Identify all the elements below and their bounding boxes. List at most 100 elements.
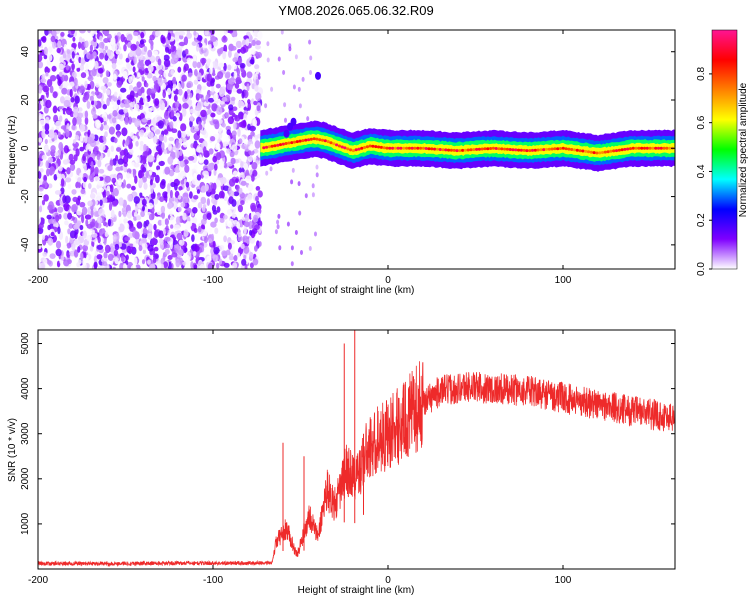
x-tick-label: -100: [203, 575, 223, 586]
noise-blob: [71, 42, 77, 49]
noise-blob: [48, 183, 53, 189]
noise-blob: [88, 146, 94, 152]
x-tick-label: 0: [385, 575, 391, 586]
noise-blob: [49, 166, 55, 175]
noise-blob: [235, 77, 242, 85]
noise-blob: [55, 240, 62, 249]
signal-peak: [391, 146, 395, 150]
noise-blob: [102, 190, 107, 199]
noise-blob: [68, 81, 75, 87]
noise-blob: [47, 224, 51, 231]
signal-peak: [329, 141, 333, 145]
noise-blob: [233, 70, 238, 80]
noise-blob: [124, 236, 131, 242]
noise-blob: [115, 166, 122, 172]
noise-blob: [141, 92, 145, 99]
noise-blob: [149, 169, 153, 176]
noise-blob: [195, 43, 200, 52]
noise-blob: [228, 104, 234, 111]
noise-blob: [81, 215, 85, 224]
noise-blob: [179, 34, 184, 40]
noise-blob: [73, 249, 79, 258]
noise-blob: [172, 76, 177, 85]
signal-peak: [508, 148, 512, 151]
sparse-point: [274, 229, 278, 235]
noise-blob: [186, 81, 194, 88]
noise-blob: [82, 180, 87, 189]
noise-blob: [67, 212, 73, 220]
noise-blob: [63, 99, 71, 108]
x-tick-label: -200: [28, 275, 48, 286]
noise-blob: [50, 75, 57, 82]
noise-blob: [245, 214, 249, 222]
noise-blob: [243, 221, 250, 228]
noise-blob: [136, 215, 142, 221]
noise-blob: [250, 131, 255, 137]
noise-blob: [64, 220, 69, 226]
noise-blob: [239, 62, 246, 69]
sparse-point: [269, 166, 273, 172]
noise-blob: [170, 224, 174, 229]
noise-blob: [245, 175, 252, 182]
noise-blob: [149, 179, 153, 186]
noise-blob: [141, 242, 148, 251]
noise-blob: [73, 154, 78, 162]
noise-blob: [105, 190, 110, 197]
noise-blob: [236, 67, 240, 77]
noise-blob: [207, 262, 214, 269]
signal-peak: [575, 148, 579, 152]
noise-blob: [61, 87, 68, 95]
noise-blob: [143, 46, 148, 52]
noise-blob: [217, 30, 224, 33]
noise-blob: [57, 40, 62, 48]
noise-blob: [101, 261, 108, 267]
spectrogram-marks: [38, 30, 675, 269]
noise-blob: [169, 121, 174, 129]
noise-blob: [194, 69, 198, 77]
noise-blob: [99, 199, 103, 206]
noise-blob: [222, 51, 227, 60]
signal-peak: [536, 148, 540, 152]
noise-blob: [157, 219, 163, 226]
noise-blob: [85, 40, 89, 48]
signal-peak: [265, 145, 269, 149]
signal-peak: [323, 139, 327, 143]
noise-blob: [62, 244, 68, 252]
signal-peak: [567, 147, 571, 151]
noise-blob: [108, 202, 113, 211]
noise-blob: [116, 59, 123, 66]
noise-blob: [137, 61, 143, 70]
noise-blob: [249, 59, 255, 65]
noise-blob: [79, 64, 85, 71]
noise-blob: [97, 108, 102, 114]
noise-blob: [140, 237, 147, 244]
noise-blob: [107, 148, 111, 158]
noise-blob: [55, 214, 60, 222]
noise-blob: [191, 75, 197, 80]
noise-blob: [188, 156, 195, 161]
noise-blob: [238, 232, 242, 238]
noise-blob: [228, 196, 234, 205]
noise-blob: [178, 31, 186, 36]
noise-blob: [215, 83, 221, 89]
noise-blob: [152, 256, 157, 264]
signal-peak: [276, 143, 280, 147]
noise-blob: [180, 179, 185, 185]
noise-blob: [84, 110, 89, 119]
noise-blob: [132, 86, 139, 92]
noise-blob: [103, 251, 108, 259]
noise-blob: [98, 41, 105, 49]
noise-blob: [96, 216, 103, 224]
colorbar-tick-label: 0.6: [696, 115, 707, 129]
noise-blob: [41, 129, 46, 139]
noise-blob: [255, 45, 261, 50]
noise-blob: [79, 224, 84, 231]
noise-blob: [113, 173, 117, 179]
signal-peak: [351, 149, 355, 153]
signal-peak: [651, 146, 655, 150]
noise-blob: [134, 156, 140, 164]
signal-peak: [561, 146, 565, 150]
noise-blob: [121, 183, 125, 189]
noise-blob: [57, 206, 64, 213]
signal-peak: [614, 149, 619, 153]
